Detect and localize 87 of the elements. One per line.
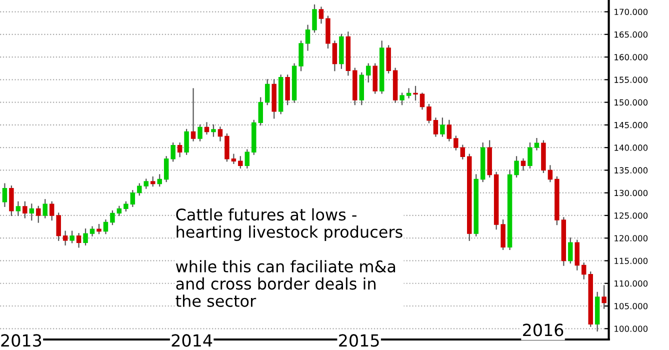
- candlestick: [312, 4, 317, 33]
- y-tick-label: 155.000: [614, 76, 648, 83]
- candlestick: [264, 79, 270, 106]
- annotation: 2014: [172, 334, 212, 347]
- candlestick: [144, 178, 149, 189]
- y-tick-label: 170.000: [614, 8, 648, 16]
- candlestick: [9, 185, 14, 216]
- candlestick: [224, 133, 230, 162]
- y-tick-label: 100.000: [614, 326, 648, 332]
- y-tick-label: 135.000: [614, 167, 648, 174]
- y-tick-label: 140.000: [614, 144, 648, 151]
- candlestick: [460, 144, 466, 160]
- candlestick: [2, 183, 8, 207]
- candlestick: [218, 126, 223, 142]
- candlestick: [16, 201, 21, 216]
- candlestick: [433, 118, 438, 137]
- annotation: Cattle futures at lows - hearting livestock producers while this can faciliate m&a and cross border deals in the sector: [176, 208, 402, 308]
- candlestick: [36, 206, 41, 223]
- candlestick: [514, 156, 519, 178]
- candlestick: [298, 40, 304, 72]
- y-tick-label: 165.000: [614, 31, 648, 38]
- candlestick: [420, 92, 425, 110]
- candlestick: [76, 233, 82, 248]
- candlestick: [177, 142, 182, 158]
- candlestick: [258, 97, 263, 126]
- candlestick: [116, 206, 122, 216]
- candlestick: [318, 6, 324, 24]
- candlestick: [150, 176, 156, 187]
- y-tick-label: 120.000: [614, 235, 648, 242]
- candlestick: [582, 262, 586, 280]
- candlestick: [29, 204, 34, 221]
- candlestick: [413, 86, 418, 101]
- candlestick: [137, 183, 142, 196]
- y-tick-label: 145.000: [614, 122, 648, 128]
- candlestick: [520, 158, 526, 171]
- annotation: 2016: [523, 324, 564, 336]
- candlestick: [83, 228, 88, 246]
- candlestick: [534, 138, 540, 150]
- candlestick: [22, 201, 28, 218]
- y-tick-label: 150.000: [614, 99, 648, 106]
- candlestick: [528, 142, 532, 168]
- y-tick-label: 110.000: [614, 280, 648, 287]
- candlestick: [90, 226, 95, 236]
- candlestick: [56, 212, 61, 241]
- candlestick: [244, 149, 250, 168]
- y-tick-label: 125.000: [614, 212, 648, 219]
- candlestick: [238, 156, 243, 168]
- candlestick: [574, 240, 580, 270]
- candlestick: [103, 219, 108, 234]
- y-tick-label: 130.000: [614, 190, 648, 196]
- candlestick: [130, 190, 136, 207]
- candlestick: [602, 285, 606, 309]
- candlestick: [96, 224, 102, 234]
- candlestick: [568, 238, 573, 264]
- candlestick: [49, 201, 54, 221]
- candlestick: [366, 63, 371, 82]
- candlestick: [110, 210, 115, 226]
- candlestick: [386, 45, 391, 74]
- candlestick: [231, 154, 236, 164]
- candlestick: [332, 40, 338, 72]
- candlestick: [406, 88, 412, 98]
- annotation: 2015: [339, 334, 379, 347]
- candlestick: [164, 156, 169, 182]
- candlestick: [500, 219, 506, 250]
- candlestick: [400, 92, 404, 106]
- candlestick: [157, 174, 162, 187]
- candlestick: [446, 120, 452, 142]
- y-tick-label: 115.000: [614, 258, 648, 264]
- candlestick: [170, 142, 176, 162]
- annotation: 2013: [1, 334, 42, 347]
- candlestick: [190, 88, 196, 142]
- candlestick: [211, 124, 216, 137]
- candlestick: [70, 230, 74, 244]
- y-tick-label: 105.000: [614, 302, 648, 310]
- y-tick-label: 160.000: [614, 54, 648, 60]
- candlestick: [454, 136, 458, 150]
- candlestick: [124, 201, 128, 212]
- candlestick: [62, 230, 68, 246]
- candlestick: [184, 128, 189, 155]
- candlestick: [440, 118, 445, 137]
- candlestick: [42, 199, 48, 218]
- candlestick: [305, 24, 310, 51]
- candlestick: [426, 104, 432, 124]
- candlestick: [548, 165, 553, 182]
- candlestick: [285, 74, 290, 106]
- candlestick: [198, 124, 202, 142]
- candlestick: [204, 122, 210, 135]
